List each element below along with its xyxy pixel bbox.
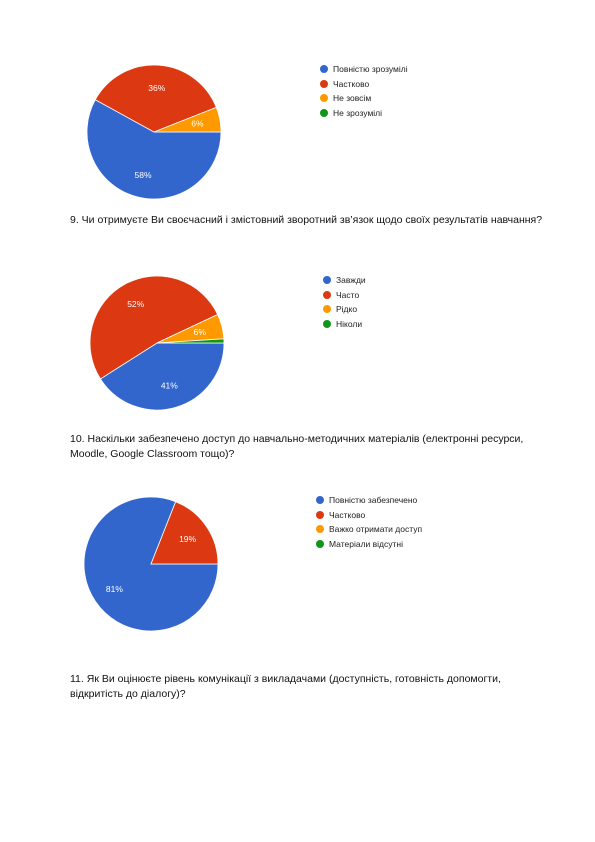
pie-svg: 41% 52% 6% [89, 275, 225, 411]
legend-item: Ніколи [323, 317, 366, 332]
legend-dot [316, 539, 324, 548]
pie-data-label: 19% [179, 534, 196, 544]
pie-data-label: 58% [134, 170, 151, 180]
legend-label: Часто [336, 289, 360, 300]
legend-label: Не зрозумілі [333, 107, 383, 118]
legend-item: Не зрозумілі [320, 106, 408, 121]
pie-slice [94, 64, 217, 133]
pie-slice [153, 106, 222, 133]
legend-item: Частково [320, 77, 408, 92]
legend-label: Завжди [336, 275, 366, 286]
legend-item: Матеріали відсутні [316, 537, 422, 552]
pie-data-label: 6% [194, 327, 207, 337]
legend-item: Часто [323, 288, 366, 303]
pie-slice [150, 501, 219, 565]
legend-item: Частково [316, 508, 422, 523]
legend-label: Ніколи [336, 318, 363, 329]
legend-item: Повністю забезпечено [316, 493, 422, 508]
legend-item: Повністю зрозумілі [320, 62, 408, 77]
legend-dot [320, 108, 328, 117]
legend-dot [316, 510, 324, 519]
legend-item: Не зовсім [320, 91, 408, 106]
legend-dot [316, 496, 324, 505]
question-9: 9. Чи отримуєте Ви своєчасний і змістовн… [70, 214, 543, 226]
legend: Повністю забезпечено Частково Важко отри… [316, 493, 422, 551]
pie-data-label: 6% [191, 119, 204, 129]
pie-data-label: 41% [161, 380, 178, 390]
pie-data-label: 52% [127, 299, 144, 309]
legend-label: Частково [333, 78, 370, 89]
pie-chart-materials: 81% 19% Повністю забезпечено Частково Важ… [83, 493, 422, 632]
pie-chart-understanding: 58% 36% 6% Повністю зрозумілі Частково Не … [0, 0, 595, 210]
legend-dot [323, 319, 331, 328]
pie-slice [86, 99, 222, 200]
legend-dot [320, 94, 328, 103]
legend-dot [323, 290, 331, 299]
pie-slice [89, 275, 219, 380]
question-10: 10. Наскільки забезпечено доступ до навч… [70, 433, 524, 460]
legend-dot [323, 305, 331, 314]
legend-label: Рідко [336, 304, 358, 315]
legend-dot [320, 65, 328, 74]
legend-label: Повністю забезпечено [329, 495, 418, 506]
legend: Завжди Часто Рідко Ніколи [323, 273, 366, 331]
legend-dot [323, 276, 331, 285]
pie-data-label: 81% [106, 584, 123, 594]
legend-item: Важко отримати доступ [316, 522, 422, 537]
legend-item: Завжди [323, 273, 366, 288]
legend-item: Рідко [323, 302, 366, 317]
pie-data-label: 36% [148, 83, 165, 93]
legend-dot [320, 79, 328, 88]
legend-label: Важко отримати доступ [329, 524, 423, 535]
legend-label: Матеріали відсутні [329, 538, 403, 549]
legend-label: Повністю зрозумілі [333, 64, 408, 75]
legend: Повністю зрозумілі Частково Не зовсім Не… [320, 62, 408, 120]
pie-svg: 81% 19% [83, 496, 219, 632]
legend-label: Не зовсім [333, 93, 372, 104]
pie-svg: 58% 36% 6% [86, 64, 222, 200]
legend-label: Частково [329, 509, 366, 520]
pie-slice [156, 338, 225, 344]
question-11: 11. Як Ви оцінюєте рівень комунікації з … [70, 673, 501, 700]
pie-chart-feedback: 41% 52% 6% Завжди Часто Рідко Ніколи [0, 0, 595, 420]
legend-dot [316, 525, 324, 534]
